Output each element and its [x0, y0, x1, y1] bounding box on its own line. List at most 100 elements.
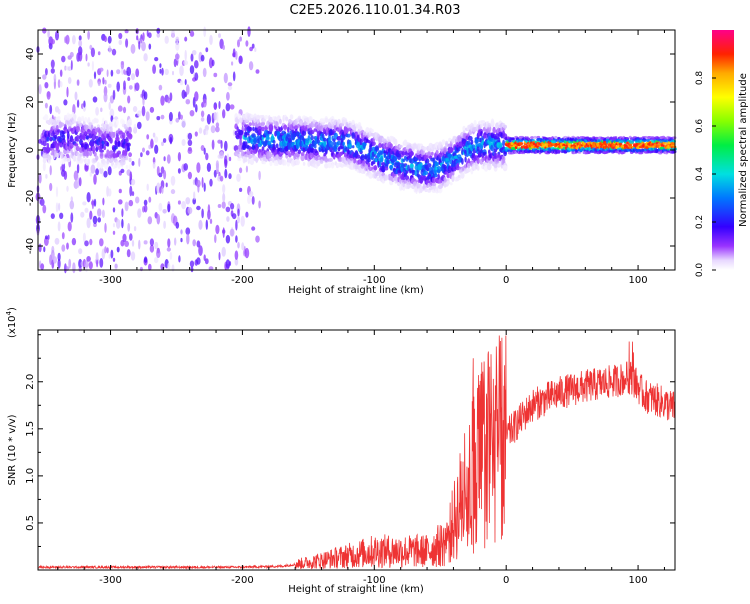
- spectrogram-cell-254: [118, 199, 123, 205]
- spectrogram-cell-977: [118, 130, 123, 135]
- spectrogram-cell-3454: [620, 139, 624, 143]
- spectrogram-cell-1024: [128, 157, 132, 163]
- spectrogram-cell-184: [95, 168, 99, 176]
- spectrogram-cell-202: [102, 197, 105, 206]
- spectrogram-cell-281: [129, 233, 133, 241]
- spectrogram-cell-520: [209, 34, 213, 46]
- spectrogram-cell-1431: [300, 152, 305, 156]
- spectrogram-cell-497: [200, 110, 205, 118]
- spectrogram-cell-473: [193, 191, 196, 200]
- spectrogram-cell-716: [59, 122, 65, 127]
- spectrogram-cell-9: [38, 243, 42, 253]
- spectrogram-cell-919: [106, 160, 110, 165]
- spectrogram-cell-611: [238, 55, 243, 65]
- spectrogram-cell-3443: [619, 142, 623, 146]
- spectrogram-cell-750: [69, 142, 74, 149]
- spectrogram-cell-469: [192, 239, 196, 247]
- spectrogram-cell-806: [80, 158, 85, 162]
- spectrogram-cell-400: [169, 92, 173, 102]
- spectrogram-cell-575: [225, 206, 231, 213]
- spectrogram-cell-466: [189, 260, 195, 268]
- spectrogram-cell-340: [148, 43, 152, 50]
- spectrogram-cell-2671: [497, 153, 501, 159]
- spectrogram-x-tick-label-0: -300: [99, 275, 122, 286]
- spectrogram-cell-110: [71, 237, 77, 246]
- spectrogram-cell-1272: [275, 143, 279, 149]
- spectrogram-cell-2224: [425, 158, 430, 164]
- spectrogram-cell-612: [239, 167, 243, 174]
- spectrogram-cell-21: [42, 162, 46, 172]
- spectrogram-cell-289: [131, 161, 135, 166]
- spectrogram-cell-557: [222, 227, 225, 239]
- spectrogram-cell-1477: [308, 116, 313, 122]
- spectrogram-cell-229: [110, 249, 114, 259]
- spectrogram-cell-409: [171, 29, 175, 38]
- spectrogram-cell-153: [84, 260, 89, 268]
- spectrogram-cell-64: [54, 237, 60, 245]
- spectrogram-cell-175: [92, 96, 98, 103]
- spectrogram-cell-385: [163, 170, 167, 180]
- spectrogram-cell-604: [236, 173, 241, 182]
- spectrogram-cell-464: [189, 30, 195, 37]
- spectrogram-cell-1026: [234, 130, 238, 136]
- spectrogram-cell-1110: [250, 138, 254, 145]
- spectrogram-cell-318: [142, 147, 145, 153]
- spectrogram-cell-123: [76, 79, 80, 86]
- spectrogram-cell-2483: [467, 162, 471, 169]
- spectrogram-cell-1034: [235, 149, 240, 154]
- spectrogram-cell-1840: [365, 127, 370, 134]
- spectrogram-y-ticks: -40 -20 0 20 40: [25, 29, 675, 271]
- spectrogram-cell-122: [76, 99, 80, 108]
- spectrogram-cell-324: [142, 32, 145, 42]
- spectrogram-cell-869: [94, 118, 99, 124]
- spectrogram-cell-2203: [422, 183, 426, 188]
- snr-x-tick-label-0: -300: [99, 575, 122, 586]
- spectrogram-cell-694: [53, 119, 58, 126]
- figure-title: C2E5.2026.110.01.34.R03: [289, 3, 460, 18]
- spectrogram-cell-26: [44, 102, 48, 109]
- spectrogram-cell-275: [126, 66, 132, 77]
- spectrogram-cell-384: [163, 156, 166, 162]
- spectrogram-cell-2355: [446, 181, 451, 185]
- spectrogram-cell-342: [147, 32, 152, 39]
- spectrogram-cell-546: [218, 33, 221, 38]
- spectrogram-cell-1014: [126, 146, 131, 152]
- spectrogram-cell-600: [237, 208, 240, 217]
- spectrogram-cell-59: [55, 202, 59, 213]
- spectrogram-cell-406: [171, 264, 175, 272]
- spectrogram-cell-867: [95, 155, 99, 161]
- spectrogram-cell-91: [65, 34, 70, 45]
- spectrogram-cell-2071: [402, 176, 406, 181]
- spectrogram-cell-300: [136, 35, 139, 41]
- spectrogram-cell-327: [143, 240, 148, 245]
- spectrogram-cell-646: [42, 158, 47, 164]
- spectrogram-cell-2284: [435, 150, 439, 155]
- spectrogram-cell-218: [107, 35, 112, 44]
- spectrogram-cell-1273: [275, 121, 279, 128]
- spectrogram-cell-500: [202, 98, 207, 108]
- spectrogram-cell-1920: [378, 142, 382, 147]
- spectrogram-cell-237: [112, 89, 116, 100]
- spectrogram-cell-292: [131, 191, 135, 197]
- spectrogram-cell-691: [54, 134, 58, 140]
- spectrogram-cell-2228: [427, 151, 432, 156]
- spectrogram-cell-527: [213, 72, 218, 78]
- spectrogram-cell-1147: [256, 114, 261, 121]
- spectrogram-cell-143: [83, 100, 86, 108]
- spectrogram-cell-1341: [287, 126, 290, 133]
- spectrogram-cell-2615: [487, 123, 492, 128]
- spectrogram-cell-225: [108, 101, 111, 110]
- spectrogram-cells: [35, 26, 677, 274]
- spectrogram-cell-918: [106, 142, 110, 147]
- spectrogram-cell-929: [109, 137, 113, 144]
- spectrogram-x-tick-label-2: -100: [363, 275, 386, 286]
- spectrogram-cell-220: [107, 83, 112, 88]
- spectrogram-cell-526: [211, 59, 215, 67]
- spectrogram-cell-381: [163, 220, 167, 229]
- spectrogram-cell-130: [78, 258, 83, 269]
- spectrogram-cell-2361: [448, 154, 451, 161]
- spectrogram-cell-666: [47, 155, 51, 161]
- spectrogram-cell-41: [49, 165, 52, 176]
- spectrogram-cell-579: [228, 173, 232, 180]
- spectrogram-cell-178: [92, 215, 98, 225]
